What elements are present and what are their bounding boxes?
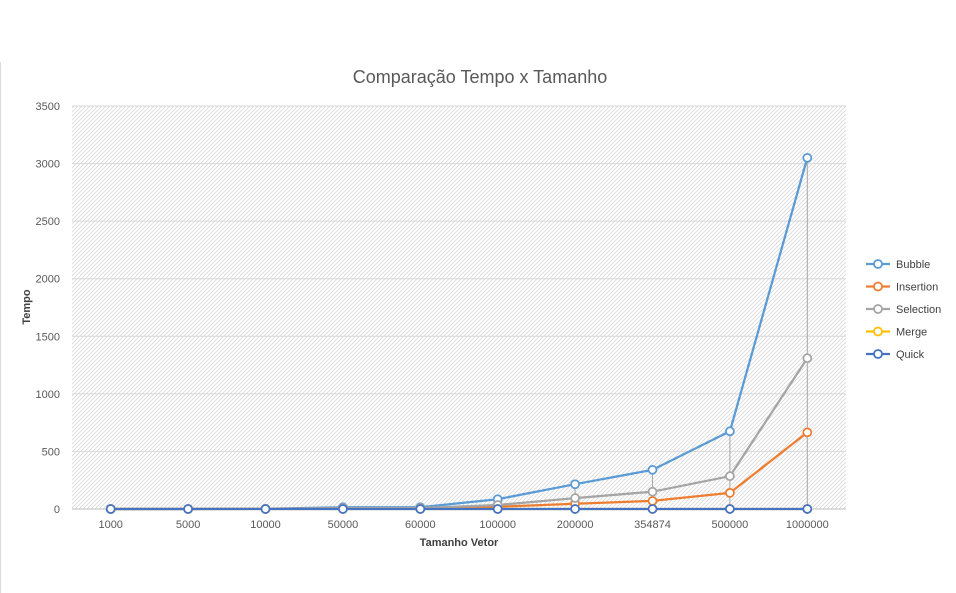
y-tick-label: 2000	[36, 274, 60, 286]
data-point	[647, 504, 658, 514]
data-point	[570, 493, 580, 503]
data-point	[570, 479, 580, 490]
x-axis-title: Tamanho Vetor	[420, 537, 499, 549]
series-group	[105, 152, 813, 514]
data-point	[415, 504, 426, 514]
x-tick-label: 354874	[634, 519, 671, 531]
data-point	[338, 504, 348, 514]
data-point	[725, 504, 735, 514]
legend-marker	[873, 259, 883, 269]
legend-marker	[873, 326, 883, 337]
y-tick-label: 500	[42, 446, 60, 458]
y-tick-label: 1000	[36, 389, 60, 401]
legend-item: Quick	[866, 349, 925, 361]
legend-item: Selection	[866, 304, 941, 316]
data-point	[802, 152, 813, 163]
y-tick-label: 2500	[36, 216, 60, 228]
data-point	[802, 427, 813, 438]
data-point	[492, 504, 503, 514]
series-quick	[105, 504, 813, 514]
legend-marker	[873, 281, 883, 292]
legend-label: Bubble	[896, 259, 930, 271]
x-tick-label: 50000	[328, 519, 359, 531]
data-point	[105, 504, 116, 514]
legend-label: Selection	[896, 304, 941, 316]
x-tick-label: 1000	[98, 519, 122, 531]
legend-marker	[873, 349, 883, 359]
data-point	[260, 504, 271, 514]
x-tick-label: 60000	[405, 519, 436, 531]
x-tick-label: 1000000	[786, 519, 829, 531]
data-point	[647, 464, 658, 475]
legend-marker	[873, 304, 883, 314]
legend-item: Merge	[866, 327, 927, 339]
y-tick-label: 1500	[36, 331, 60, 343]
x-tick-label: 10000	[250, 519, 281, 531]
legend-label: Insertion	[896, 282, 938, 294]
data-point	[647, 486, 658, 497]
x-tick-label: 5000	[176, 519, 200, 531]
data-point	[183, 504, 193, 514]
y-tick-label: 3500	[36, 101, 60, 113]
data-point	[570, 504, 580, 514]
data-point	[802, 353, 813, 364]
x-tick-label: 500000	[712, 519, 749, 531]
data-point	[647, 496, 658, 506]
data-point	[725, 426, 735, 437]
chart-title: Comparação Tempo x Tamanho	[353, 67, 607, 87]
x-tick-label: 200000	[557, 519, 594, 531]
data-point	[725, 488, 735, 498]
data-point	[802, 504, 813, 514]
legend-item: Bubble	[866, 259, 930, 271]
y-axis-title: Tempo	[21, 289, 33, 325]
data-point	[725, 471, 735, 482]
legend-label: Quick	[896, 349, 925, 361]
plot-area	[72, 106, 846, 509]
y-axis: 0 500 1000 1500 2000 2500 3000 3500	[36, 101, 846, 516]
y-tick-label: 3000	[36, 159, 60, 171]
y-tick-label: 0	[54, 504, 60, 516]
x-tick-label: 100000	[479, 519, 516, 531]
legend-item: Insertion	[866, 282, 938, 294]
legend: Bubble Insertion Selection Merge Quick	[866, 259, 941, 361]
legend-label: Merge	[896, 327, 927, 339]
